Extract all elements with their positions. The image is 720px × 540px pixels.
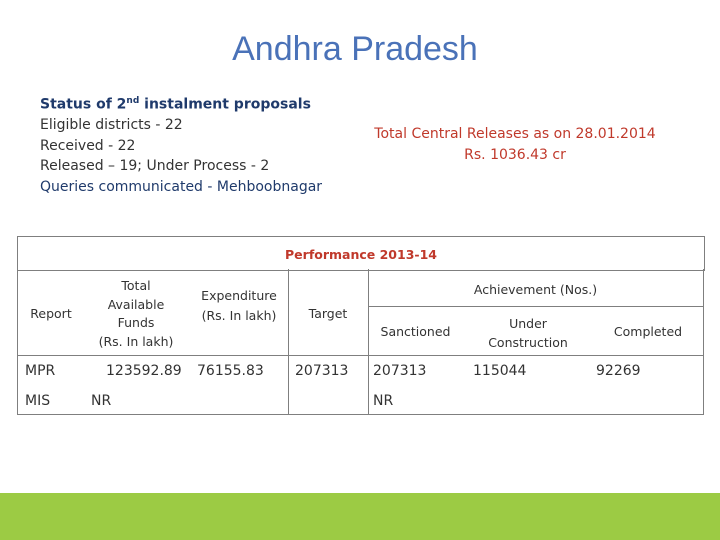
table-right-border bbox=[703, 269, 704, 415]
row-mpr-target: 207313 bbox=[295, 363, 349, 379]
header-report: Report bbox=[30, 306, 72, 321]
row-mpr-expenditure: 76155.83 bbox=[197, 363, 264, 379]
status-heading: Status of 2nd instalment proposals bbox=[40, 91, 322, 115]
header-under-line-2: Construction bbox=[488, 335, 568, 350]
header-funds-line-3: Funds bbox=[117, 315, 155, 330]
header-under-construction: Under Construction bbox=[463, 314, 593, 352]
header-available-funds: Total Available Funds (Rs. In lakh) bbox=[83, 277, 189, 351]
col-divider-achievement bbox=[368, 269, 369, 415]
eligible-districts: Eligible districts - 22 bbox=[40, 117, 183, 134]
row-mpr-funds: 123592.89 bbox=[106, 363, 182, 379]
footer-bar bbox=[0, 493, 720, 540]
header-funds-line-1: Total bbox=[121, 278, 151, 293]
status-heading-sup: nd bbox=[126, 96, 140, 106]
received-count: Received - 22 bbox=[40, 137, 136, 154]
header-exp-line-1: Expenditure bbox=[201, 288, 277, 303]
central-releases-amount: Rs. 1036.43 cr bbox=[464, 147, 566, 163]
row-mpr-under-construction: 115044 bbox=[473, 363, 527, 379]
row-mpr-report: MPR bbox=[25, 363, 56, 379]
header-sanctioned: Sanctioned bbox=[380, 324, 451, 339]
central-releases: Total Central Releases as on 28.01.2014 … bbox=[330, 124, 700, 166]
header-target: Target bbox=[308, 306, 348, 321]
row-mis-sanctioned: NR bbox=[373, 393, 394, 409]
table-bottom-border bbox=[17, 414, 703, 415]
row-mpr-sanctioned: 207313 bbox=[373, 363, 427, 379]
row-mis-report: MIS bbox=[25, 393, 51, 409]
header-completed: Completed bbox=[613, 324, 683, 339]
header-achievement: Achievement (Nos.) bbox=[473, 282, 598, 297]
table-left-border bbox=[17, 269, 18, 415]
performance-title: Performance 2013-14 bbox=[285, 247, 437, 262]
released-count: Released – 19; Under Process - 2 bbox=[40, 158, 270, 175]
header-funds-line-4: (Rs. In lakh) bbox=[98, 333, 174, 349]
row-divider-1 bbox=[17, 355, 703, 356]
row-mis-funds: NR bbox=[91, 393, 112, 409]
header-exp-line-2: (Rs. In lakh) bbox=[201, 308, 277, 323]
row-mpr-completed: 92269 bbox=[596, 363, 641, 379]
status-heading-text: Status of 2 bbox=[40, 96, 127, 113]
status-block: Status of 2nd instalment proposals Eligi… bbox=[40, 91, 322, 197]
header-expenditure: Expenditure (Rs. In lakh) bbox=[189, 286, 289, 326]
central-releases-date: Total Central Releases as on 28.01.2014 bbox=[374, 126, 656, 142]
achievement-divider bbox=[368, 306, 703, 307]
status-heading-rest: instalment proposals bbox=[139, 96, 311, 113]
performance-header-box: Performance 2013-14 bbox=[17, 236, 705, 271]
page-title: Andhra Pradesh bbox=[232, 30, 478, 68]
header-funds-line-2: Available bbox=[107, 296, 165, 312]
header-under-line-1: Under bbox=[509, 316, 547, 331]
performance-table: Report Total Available Funds (Rs. In lak… bbox=[17, 269, 705, 415]
queries-communicated: Queries communicated - Mehboobnagar bbox=[40, 178, 323, 195]
col-divider-target bbox=[288, 269, 289, 415]
